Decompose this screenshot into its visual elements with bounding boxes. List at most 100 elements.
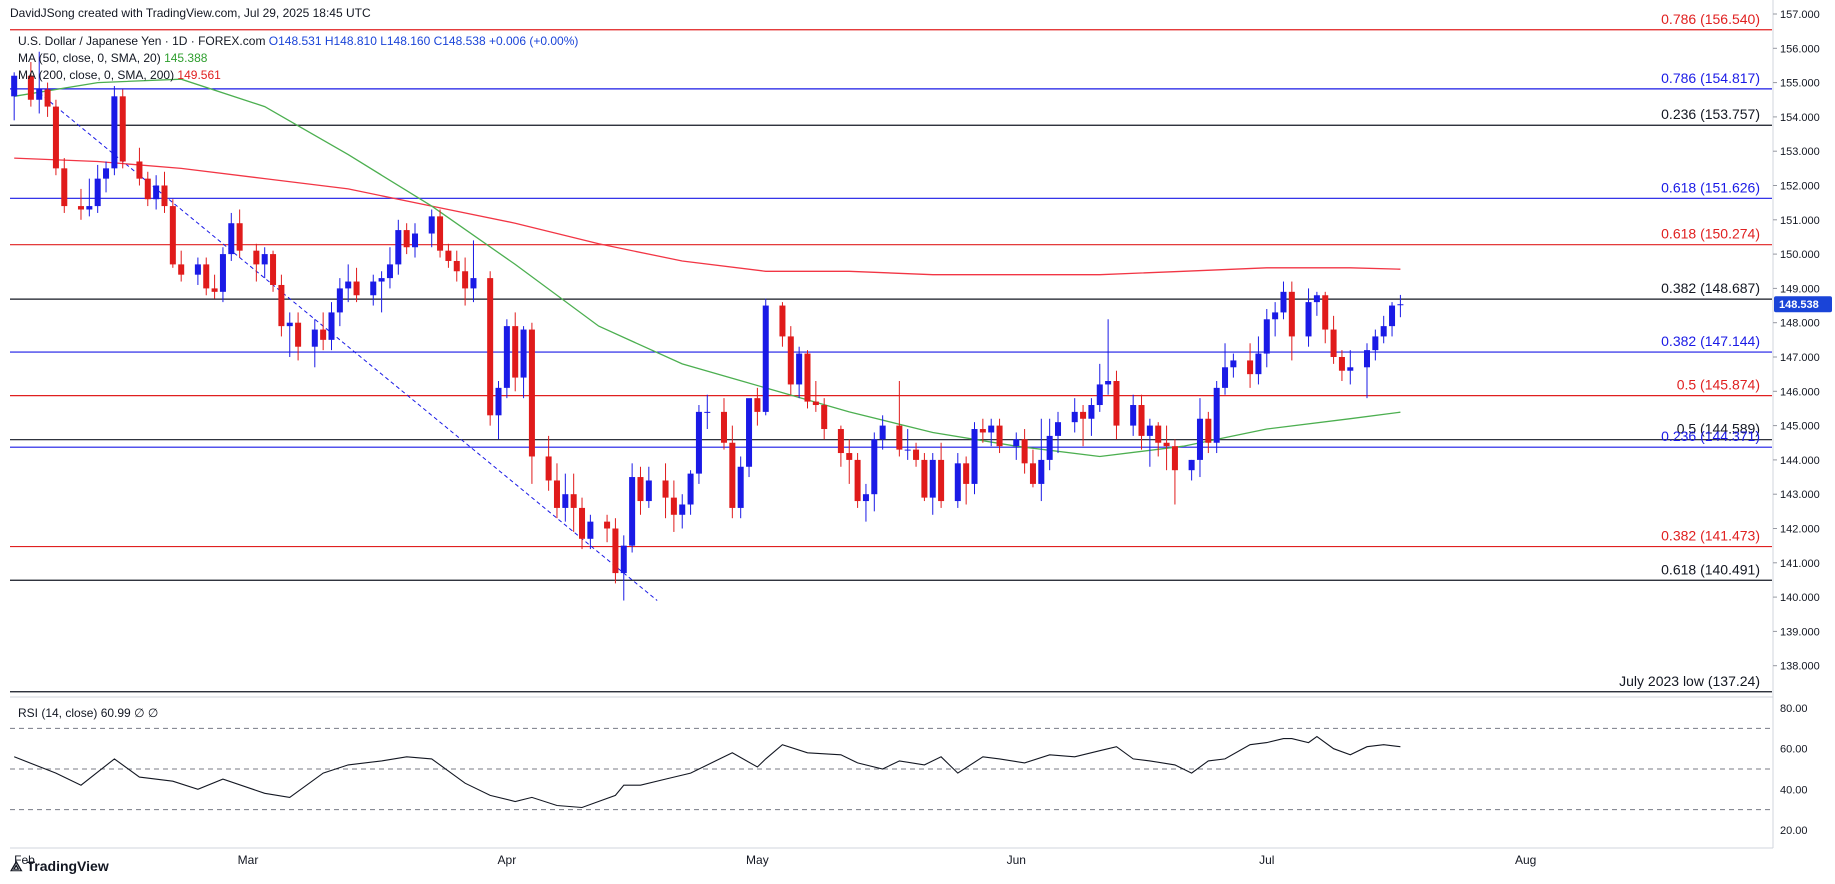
candle-body-up [1397, 304, 1404, 306]
candle-body-up [1146, 425, 1153, 436]
time-axis[interactable]: Feb Mar Apr May Jun Jul Aug [14, 853, 1536, 867]
candle-body-down [136, 161, 143, 179]
candle-body-up [1105, 381, 1112, 385]
price-tick-label: 142.000 [1780, 524, 1820, 536]
candle-body-down [1138, 405, 1145, 436]
ma200-value: 149.561 [177, 68, 221, 82]
fibonacci-levels: 0.786 (156.540) 0.786 (154.817) 0.236 (153… [10, 11, 1772, 693]
candle-body-up [704, 411, 711, 413]
candle-body-down [913, 449, 920, 460]
candle-body-down [1155, 425, 1162, 443]
candle-body-down [662, 480, 669, 498]
candle-body-up [311, 329, 318, 347]
candle-body-up [1222, 367, 1229, 388]
rsi-value: 60.99 [100, 706, 131, 720]
candle-body-up [1188, 459, 1195, 471]
level-label: 0.236 (153.757) [1661, 106, 1760, 122]
candle-body-up [904, 449, 911, 451]
candle-body-up [328, 312, 335, 340]
candle-body-up [629, 477, 636, 546]
level-label: 0.618 (151.626) [1661, 179, 1760, 195]
candle-body-up [261, 254, 268, 265]
candle-body-down [52, 106, 59, 169]
level-label: 0.786 (156.540) [1661, 11, 1760, 27]
candle-body-down [119, 96, 126, 162]
candle-body-up [520, 329, 527, 378]
candle-body-down [604, 521, 611, 529]
symbol-line: U.S. Dollar / Japanese Yen · 1D · FOREX.… [18, 34, 578, 48]
ma200-legend[interactable]: MA (200, close, 0, SMA, 200) 149.561 [18, 68, 221, 82]
candle-body-up [1071, 411, 1078, 423]
candle-body-up [370, 281, 377, 296]
candle-body-down [295, 322, 302, 347]
candle-body-down [1330, 329, 1337, 357]
candle-body-up [378, 278, 385, 282]
ohlc-values: O148.531 H148.810 L148.160 C148.538 +0.0… [268, 34, 579, 48]
candle-body-down [804, 353, 811, 402]
price-tick-label: 143.000 [1780, 489, 1820, 501]
time-tick-label: Feb [14, 853, 35, 867]
candle-body-up [286, 322, 293, 327]
candle-body-up [929, 459, 936, 498]
candle-body-up [1230, 360, 1237, 368]
candle-body-up [111, 96, 118, 169]
candle-body-up [1280, 291, 1287, 313]
level-label: 0.382 (147.144) [1661, 333, 1760, 349]
candle-body-down [854, 459, 861, 502]
candle-body-up [412, 233, 419, 248]
candle-body-up [345, 281, 352, 289]
candle-body-up [1263, 319, 1270, 354]
candle-body-up [194, 264, 201, 275]
candle-body-down [670, 497, 677, 515]
candle-body-down [453, 260, 460, 272]
candle-body-up [228, 223, 235, 255]
level-label: 0.382 (148.687) [1661, 280, 1760, 296]
candle-body-down [553, 480, 560, 508]
candle-body-up [746, 398, 753, 467]
rsi-tick-label: 60.00 [1780, 744, 1808, 756]
price-tick-label: 144.000 [1780, 455, 1820, 467]
ma50-label: MA (50, close, 0, SMA, 20) [18, 51, 161, 65]
candle-body-down [963, 463, 970, 484]
candle-body-up [695, 411, 702, 474]
ma50-legend[interactable]: MA (50, close, 0, SMA, 20) 145.388 [18, 51, 207, 65]
candle-body-down [178, 264, 185, 275]
candle-body-up [645, 480, 652, 502]
candle-body-down [754, 398, 761, 412]
tradingview-logo-icon: ⟁ [10, 858, 23, 874]
candles [11, 51, 1404, 601]
candle-body-up [1038, 459, 1045, 484]
candle-body-down [487, 278, 494, 416]
rsi-pane: 80.00 60.00 40.00 20.00 [10, 703, 1808, 837]
candle-body-down [403, 230, 410, 248]
price-axis[interactable]: 157.000 156.000 155.000 154.000 153.000 152.0… [1773, 9, 1832, 673]
candle-body-up [1213, 387, 1220, 443]
candle-body-down [729, 442, 736, 508]
candle-body-down [821, 405, 828, 430]
candle-body-up [428, 216, 435, 234]
candle-body-down [787, 336, 794, 385]
candle-body-down [779, 305, 786, 337]
candle-body-up [737, 466, 744, 508]
candle-body-down [1113, 381, 1120, 426]
candle-body-down [979, 429, 986, 433]
candle-body-up [1196, 418, 1203, 460]
current-price-tag [1774, 296, 1832, 313]
price-tick-label: 151.000 [1780, 215, 1820, 227]
candle-body-down [528, 329, 535, 457]
candle-body-up [1305, 302, 1312, 337]
candle-body-up [395, 230, 402, 265]
rsi-legend[interactable]: RSI (14, close) 60.99 ∅ ∅ [18, 706, 158, 720]
candle-body-up [1389, 305, 1396, 327]
candle-body-up [1347, 367, 1354, 371]
price-tick-label: 138.000 [1780, 661, 1820, 673]
candle-body-down [462, 271, 469, 289]
price-tick-label: 140.000 [1780, 592, 1820, 604]
time-tick-label: Aug [1515, 853, 1536, 867]
candle-body-down [545, 456, 552, 481]
time-tick-label: Apr [498, 853, 517, 867]
tradingview-brand: TradingView [26, 858, 109, 874]
tradingview-logo[interactable]: ⟁ TradingView [10, 858, 109, 875]
trendline-dashed [38, 92, 658, 601]
